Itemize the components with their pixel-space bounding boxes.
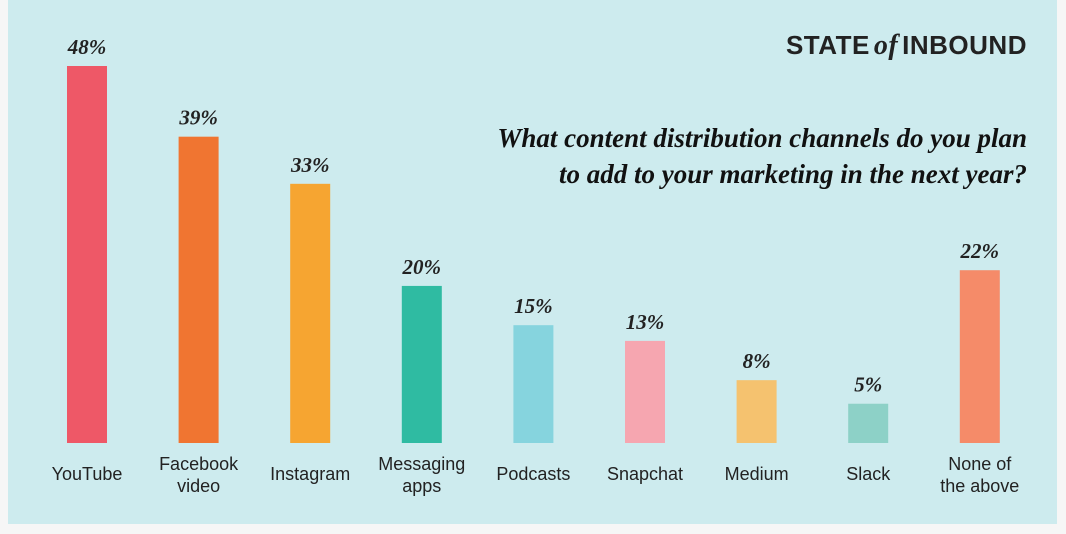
category-label-podcasts: Podcasts bbox=[496, 464, 570, 484]
category-label-facebook-video: Facebook video bbox=[159, 454, 239, 496]
data-label-medium: 8% bbox=[743, 349, 771, 373]
data-label-youtube: 48% bbox=[67, 35, 107, 59]
bar-instagram bbox=[290, 183, 331, 443]
data-label-facebook-video: 39% bbox=[178, 106, 218, 130]
category-label-none-of-the-above: None of the above bbox=[940, 454, 1019, 496]
bar-messaging-apps bbox=[401, 285, 442, 443]
brand-of: of bbox=[873, 30, 899, 61]
bar-podcasts bbox=[513, 325, 554, 443]
data-label-none-of-the-above: 22% bbox=[960, 239, 1000, 263]
chart-question: What content distribution channels do yo… bbox=[387, 120, 1027, 192]
data-label-podcasts: 15% bbox=[514, 294, 553, 318]
bar-facebook-video bbox=[178, 136, 219, 443]
category-label-medium: Medium bbox=[725, 464, 789, 484]
bar-youtube bbox=[67, 66, 107, 443]
data-label-instagram: 33% bbox=[290, 153, 330, 177]
brand-suffix: INBOUND bbox=[902, 30, 1027, 60]
category-label-instagram: Instagram bbox=[270, 464, 350, 484]
brand-logo: STATE of INBOUND bbox=[786, 30, 1027, 62]
brand-prefix: STATE bbox=[785, 30, 870, 60]
category-label-youtube: YouTube bbox=[52, 464, 123, 484]
data-label-messaging-apps: 20% bbox=[402, 255, 442, 279]
bar-none-of-the-above bbox=[959, 270, 1000, 443]
category-label-snapchat: Snapchat bbox=[607, 464, 683, 484]
category-label-slack: Slack bbox=[846, 464, 891, 484]
bar-snapchat bbox=[625, 340, 665, 443]
bar-medium bbox=[736, 380, 777, 443]
question-line-1: What content distribution channels do yo… bbox=[497, 123, 1027, 153]
question-line-2: to add to your marketing in the next yea… bbox=[558, 159, 1027, 189]
data-label-snapchat: 13% bbox=[626, 310, 665, 334]
data-label-slack: 5% bbox=[854, 373, 882, 397]
category-label-messaging-apps: Messaging apps bbox=[378, 454, 465, 496]
bar-slack bbox=[848, 403, 889, 443]
